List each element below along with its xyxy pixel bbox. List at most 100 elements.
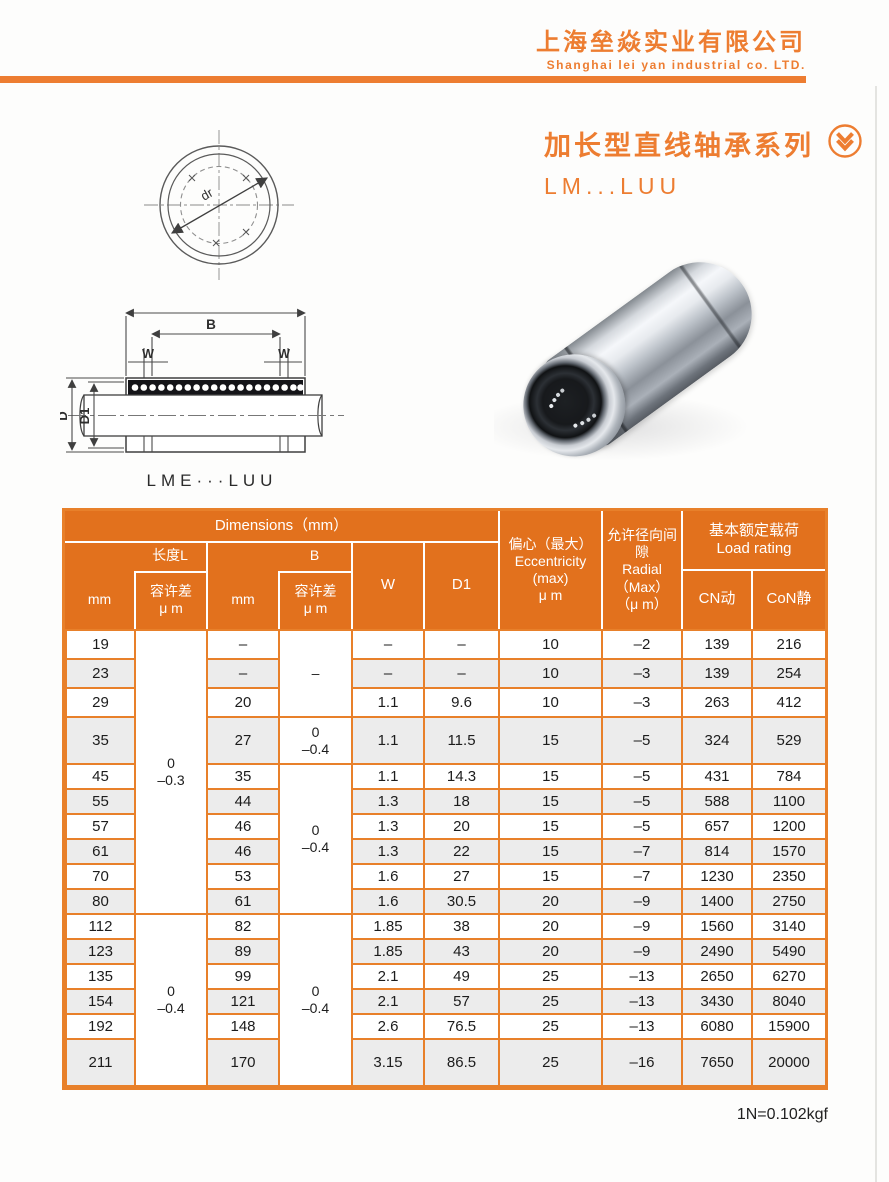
- cell-con-static: 1200: [751, 813, 827, 840]
- cell-con-static: 254: [751, 658, 827, 689]
- cell-con-static: 2350: [751, 863, 827, 890]
- cell-cn-dynamic: 3430: [681, 988, 753, 1015]
- cell-d1: –: [423, 629, 500, 660]
- cell-d1: 43: [423, 938, 500, 965]
- cell-cn-dynamic: 139: [681, 629, 753, 660]
- cell-l-tolerance: 0 –0.3: [134, 629, 208, 915]
- cell-eccentricity: 10: [498, 658, 603, 689]
- cell-b-mm: –: [206, 658, 280, 689]
- brand-header: 上海垒焱实业有限公司 Shanghai lei yan industrial c…: [0, 29, 806, 72]
- cell-eccentricity: 25: [498, 988, 603, 1015]
- col-group-length-l: 长度L: [152, 547, 188, 564]
- cell-w: 1.1: [351, 687, 425, 718]
- dr-dimension-label: dr: [198, 184, 216, 203]
- table-row: 70 53 1.6 27 15 –7 1230 2350: [65, 863, 827, 890]
- table-row: 112 0 –0.4 82 0 –0.4 1.85 38 20 –9 1560 3140: [65, 913, 827, 1087]
- cell-eccentricity: 15: [498, 788, 603, 815]
- cell-w: 1.3: [351, 838, 425, 865]
- series-title-block: 加长型直线轴承系列 LM...LUU: [544, 122, 864, 200]
- cell-w: 2.1: [351, 988, 425, 1015]
- cell-l-tolerance: 0 –0.4: [134, 913, 208, 1087]
- cell-b-mm: 121: [206, 988, 280, 1015]
- cell-b-mm: 46: [206, 838, 280, 865]
- cell-d1: 18: [423, 788, 500, 815]
- cell-w: 1.3: [351, 788, 425, 815]
- table-row: 45 35 0 –0.4 1.1 14.3 15 –5 431 784: [65, 763, 827, 915]
- cell-b-mm: 27: [206, 716, 280, 765]
- bearing-balls-row: [548, 403, 555, 409]
- cell-w: 3.15: [351, 1038, 425, 1087]
- cell-l-mm: 19: [65, 629, 136, 660]
- cell-b-mm: 148: [206, 1013, 280, 1040]
- cell-l-mm: 57: [65, 813, 136, 840]
- table-row: 211 170 3.15 86.5 25 –16 7650 20000: [65, 1038, 827, 1087]
- cell-cn-dynamic: 1560: [681, 913, 753, 940]
- cell-d1: 38: [423, 913, 500, 940]
- col-header-l-tolerance: 容许差 μ m: [150, 582, 192, 616]
- table-row: 61 46 1.3 22 15 –7 814 1570: [65, 838, 827, 865]
- cell-b-mm: 20: [206, 687, 280, 718]
- cell-eccentricity: 20: [498, 888, 603, 915]
- cell-d1: 27: [423, 863, 500, 890]
- cell-b-mm: 53: [206, 863, 280, 890]
- cell-b-mm: 82: [206, 913, 280, 940]
- cell-w: 1.3: [351, 813, 425, 840]
- cell-l-mm: 23: [65, 658, 136, 689]
- cell-d1: 76.5: [423, 1013, 500, 1040]
- cell-w: 1.1: [351, 716, 425, 765]
- table-row: 154 121 2.1 57 25 –13 3430 8040: [65, 988, 827, 1015]
- cell-w: 2.1: [351, 963, 425, 990]
- cell-radial: –13: [601, 963, 683, 990]
- cell-l-mm: 80: [65, 888, 136, 915]
- cell-cn-dynamic: 657: [681, 813, 753, 840]
- cell-w: –: [351, 629, 425, 660]
- cell-eccentricity: 25: [498, 1038, 603, 1087]
- w-left-dimension-label: W: [142, 347, 154, 361]
- cell-d1: 86.5: [423, 1038, 500, 1087]
- col-header-b-mm: mm: [231, 591, 255, 608]
- spec-table: Dimensions（mm） 长度L B mm 容许差 μ m mm 容许差 μ…: [62, 508, 828, 1090]
- cell-eccentricity: 10: [498, 687, 603, 718]
- cell-radial: –5: [601, 716, 683, 765]
- spec-table-header: Dimensions（mm） 长度L B mm 容许差 μ m mm 容许差 μ…: [65, 511, 825, 629]
- cell-radial: –9: [601, 938, 683, 965]
- cell-b-tolerance: 0 –0.4: [278, 763, 353, 915]
- double-chevron-down-circle-icon: [826, 122, 864, 165]
- cell-w: –: [351, 658, 425, 689]
- cell-b-mm: 61: [206, 888, 280, 915]
- cell-cn-dynamic: 2490: [681, 938, 753, 965]
- cell-d1: 14.3: [423, 763, 500, 790]
- cell-b-mm: 89: [206, 938, 280, 965]
- cell-radial: –5: [601, 813, 683, 840]
- cell-w: 1.85: [351, 913, 425, 940]
- series-title: 加长型直线轴承系列: [544, 131, 814, 161]
- cell-l-mm: 29: [65, 687, 136, 718]
- cell-con-static: 216: [751, 629, 827, 660]
- cell-d1: 57: [423, 988, 500, 1015]
- cell-con-static: 5490: [751, 938, 827, 965]
- cell-d1: 22: [423, 838, 500, 865]
- cell-d1: –: [423, 658, 500, 689]
- cell-w: 1.6: [351, 888, 425, 915]
- cell-l-mm: 55: [65, 788, 136, 815]
- front-view-drawing: dr: [118, 114, 323, 297]
- cell-l-mm: 154: [65, 988, 136, 1015]
- d1-dimension-label: D1: [77, 408, 92, 425]
- cell-cn-dynamic: 2650: [681, 963, 753, 990]
- unit-conversion-note: 1N=0.102kgf: [736, 1106, 828, 1123]
- cell-eccentricity: 15: [498, 838, 603, 865]
- cell-cn-dynamic: 1230: [681, 863, 753, 890]
- product-photo: [472, 241, 812, 484]
- cell-eccentricity: 25: [498, 1013, 603, 1040]
- cell-radial: –13: [601, 988, 683, 1015]
- table-row: 192 148 2.6 76.5 25 –13 6080 15900: [65, 1013, 827, 1040]
- cell-radial: –9: [601, 888, 683, 915]
- table-row: 29 20 1.1 9.6 10 –3 263 412: [65, 687, 827, 718]
- b-dimension-label: B: [206, 317, 216, 332]
- cell-d1: 11.5: [423, 716, 500, 765]
- cell-l-mm: 112: [65, 913, 136, 940]
- section-view-drawing: B W W: [55, 302, 352, 499]
- col-group-load-rating: 基本额定载荷 Load rating: [708, 521, 799, 557]
- spec-table-body: 19 0 –0.3– – – –10 –2 139 216 23– – –10 –3 139 254 29 20…: [65, 629, 827, 1087]
- cell-eccentricity: 15: [498, 863, 603, 890]
